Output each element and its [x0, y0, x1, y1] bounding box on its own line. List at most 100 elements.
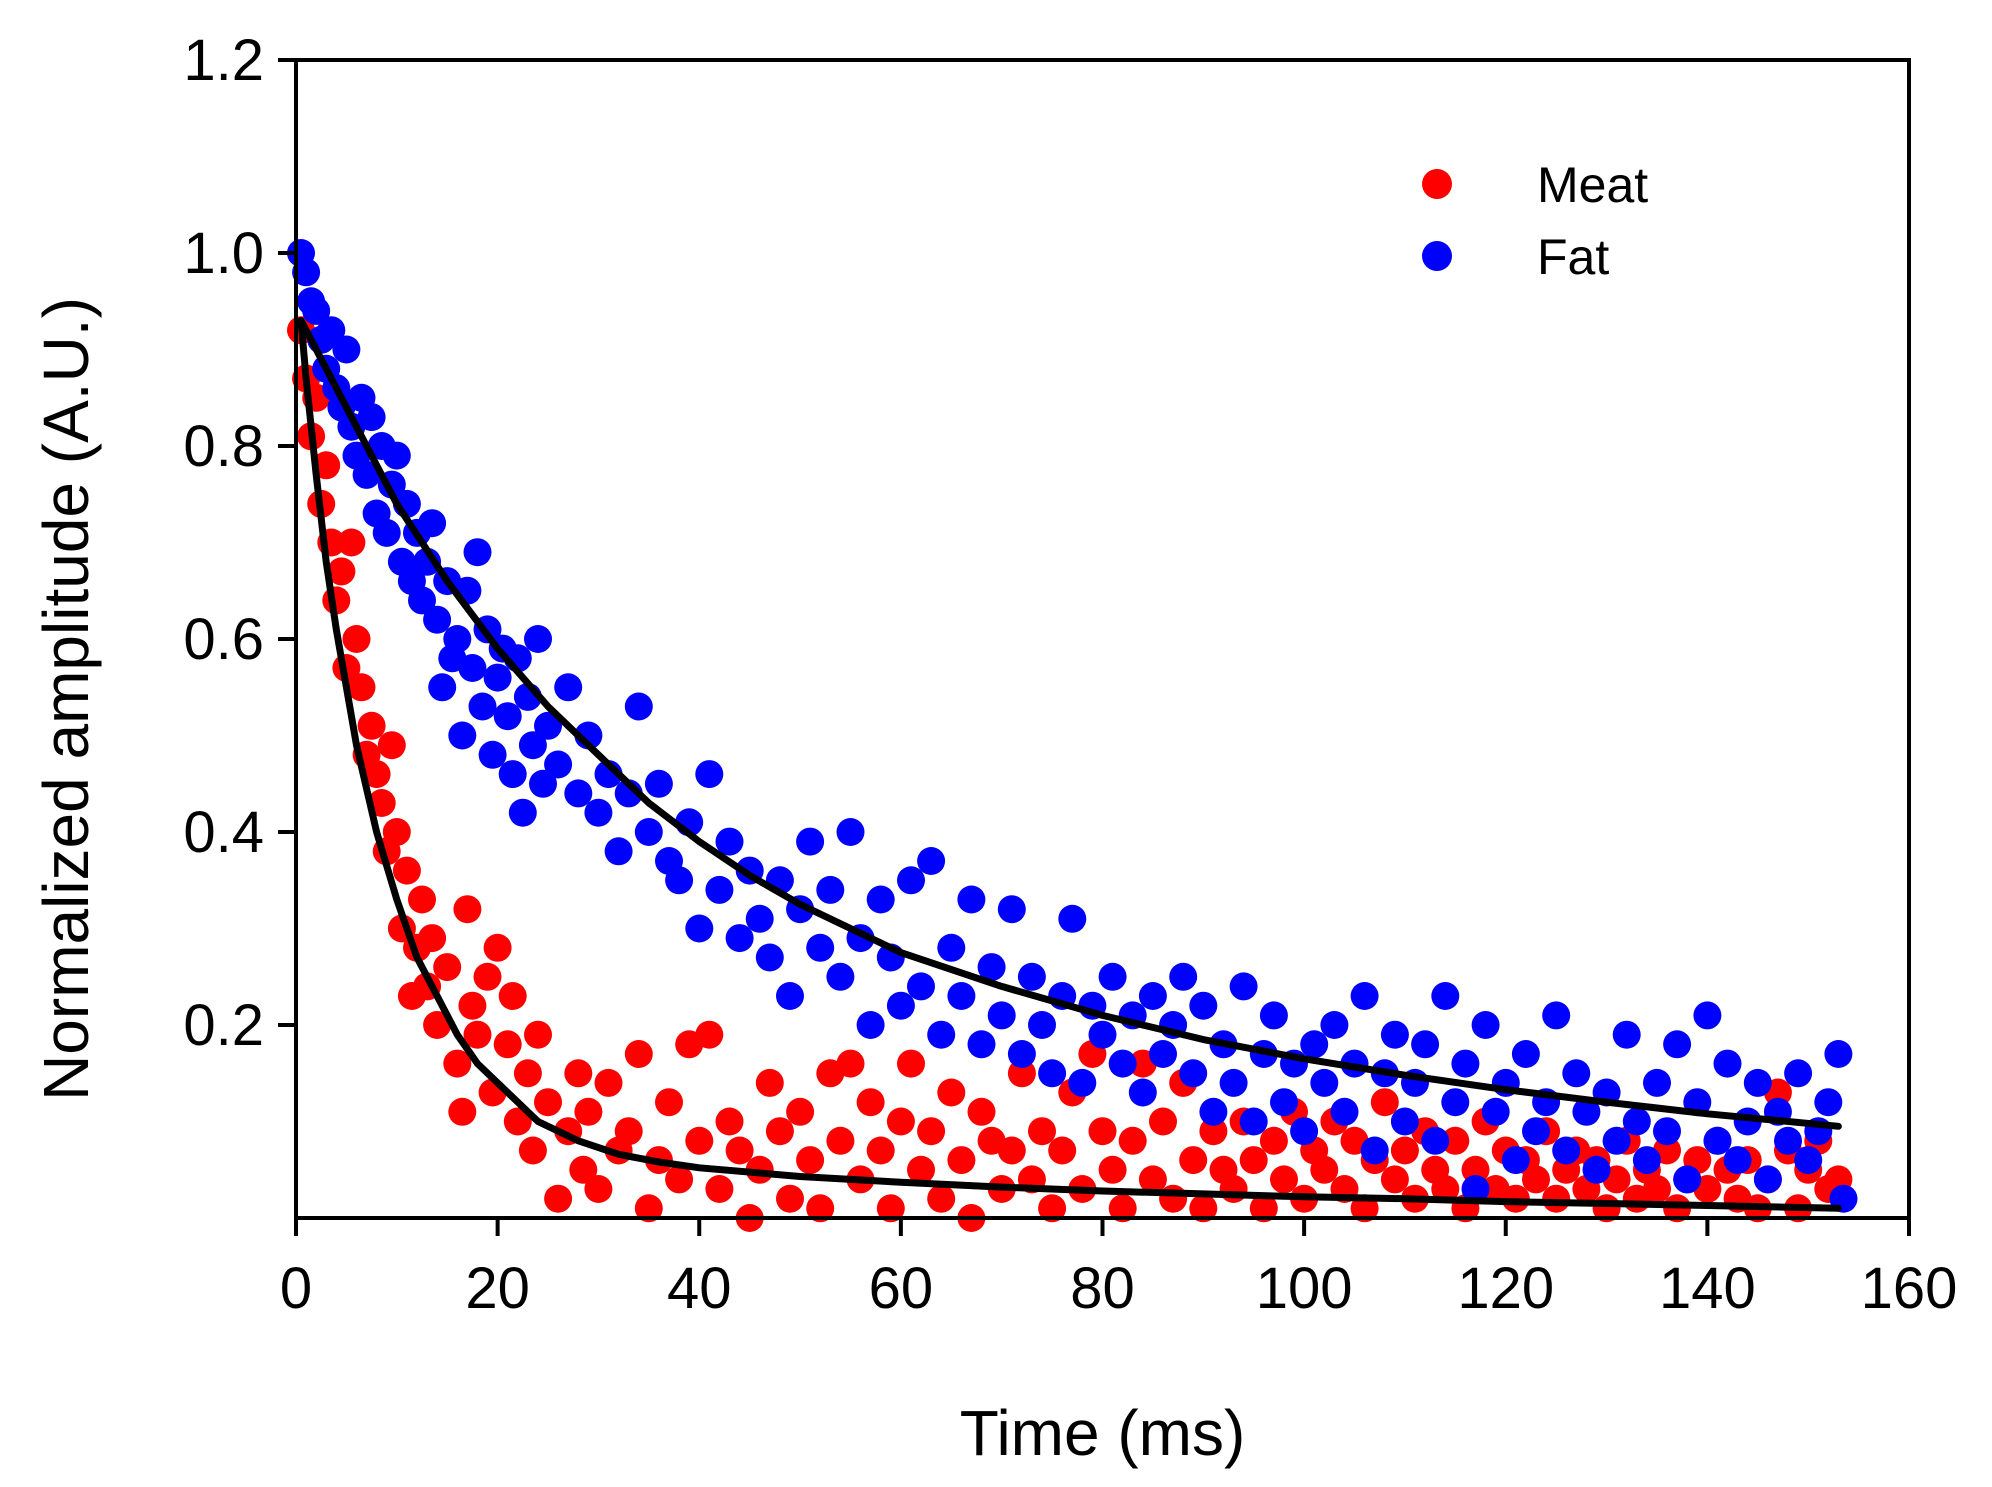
fat-data-point — [372, 518, 401, 547]
meat-data-point — [1431, 1175, 1460, 1203]
fat-data-point — [957, 885, 986, 914]
fit-curves-layer — [297, 317, 1842, 1212]
meat-data-point — [584, 1175, 613, 1203]
meat-data-point — [448, 1097, 477, 1126]
fat-data-point — [977, 953, 1006, 982]
fat-data-point — [826, 962, 855, 991]
fat-data-point — [1643, 1068, 1671, 1097]
meat-data-point — [418, 924, 447, 953]
x-tick-label: 0 — [280, 1256, 312, 1321]
x-tick-label: 40 — [667, 1256, 732, 1321]
meat-data-point — [1380, 1165, 1409, 1194]
fat-data-point — [564, 779, 593, 808]
meat-data-point — [534, 1088, 562, 1117]
meat-data-point — [997, 1136, 1026, 1165]
meat-data-point — [826, 1126, 855, 1155]
legend-label-fat: Fat — [1537, 229, 1609, 285]
data-points-layer — [287, 239, 1858, 1232]
meat-data-point — [897, 1049, 925, 1078]
y-tick-label: 0.8 — [183, 414, 264, 479]
fat-data-point — [987, 1001, 1016, 1030]
meat-data-point — [1118, 1126, 1147, 1155]
fat-data-point — [1259, 1001, 1288, 1030]
meat-data-point — [927, 1184, 956, 1213]
fat-data-point — [1138, 982, 1167, 1010]
meat-data-point — [1461, 1155, 1490, 1184]
meat-data-point — [443, 1049, 472, 1078]
fat-data-point — [1229, 972, 1258, 1001]
fat-data-point — [478, 740, 507, 769]
meat-data-point — [1249, 1194, 1278, 1223]
fat-data-point — [1038, 1059, 1067, 1088]
meat-data-point — [1441, 1126, 1470, 1155]
fat-data-point — [1310, 1068, 1339, 1097]
meat-data-point — [347, 673, 376, 702]
fat-data-point — [524, 625, 552, 653]
fat-fit-curve — [297, 317, 1842, 1130]
fat-data-point — [1552, 1136, 1581, 1165]
fat-data-point — [816, 875, 845, 904]
fat-data-point — [695, 760, 724, 789]
fat-data-point — [1350, 982, 1379, 1010]
meat-data-point — [715, 1107, 744, 1136]
x-tick-label: 20 — [465, 1256, 530, 1321]
meat-data-point — [1522, 1165, 1550, 1194]
x-tick-label: 80 — [1070, 1256, 1135, 1321]
fat-data-point — [1743, 1068, 1772, 1097]
meat-data-point — [463, 1020, 492, 1049]
fat-data-point — [866, 885, 895, 914]
fat-data-point — [927, 1020, 956, 1049]
meat-data-point — [796, 1146, 825, 1175]
meat-data-point — [876, 1194, 905, 1223]
fat-data-point — [796, 827, 825, 856]
meat-data-point — [1007, 1059, 1036, 1088]
fat-data-point — [518, 731, 547, 760]
fat-data-point — [1270, 1088, 1298, 1117]
fat-data-point — [483, 663, 512, 692]
y-tick-label: 0.2 — [183, 993, 264, 1058]
meat-data-point — [327, 557, 356, 586]
meat-data-point — [473, 962, 502, 991]
fat-data-point — [544, 750, 573, 779]
meat-data-point — [362, 760, 391, 789]
fat-data-point — [665, 866, 694, 895]
x-axis-ticks: 0 20 40 60 80 100 120 140 160 — [280, 1218, 1957, 1321]
fat-data-point — [1431, 982, 1460, 1010]
fat-data-point — [1390, 1107, 1419, 1136]
fat-data-point — [1663, 1030, 1692, 1059]
x-tick-label: 140 — [1659, 1256, 1756, 1321]
fat-data-point — [1411, 1030, 1440, 1059]
fat-data-point — [745, 904, 774, 933]
fat-data-point — [1703, 1126, 1732, 1155]
fat-data-point — [886, 991, 915, 1020]
fat-data-point — [468, 692, 497, 721]
meat-data-point — [786, 1097, 815, 1126]
meat-data-point — [886, 1107, 915, 1136]
y-tick-label: 0.4 — [183, 800, 264, 865]
meat-data-point — [917, 1117, 946, 1146]
meat-data-point — [755, 1068, 784, 1097]
fat-data-point — [604, 837, 633, 866]
fat-data-point — [705, 875, 734, 904]
fat-data-point — [806, 933, 835, 962]
meat-data-point — [382, 818, 411, 846]
meat-data-point — [458, 991, 487, 1020]
fat-data-point — [1501, 1146, 1530, 1175]
meat-data-point — [377, 731, 406, 760]
meat-data-point — [765, 1117, 794, 1146]
fat-data-point — [1058, 904, 1087, 933]
fat-data-point — [967, 1030, 996, 1059]
fat-data-point — [1572, 1097, 1601, 1126]
meat-data-point — [665, 1165, 694, 1194]
fat-data-point — [644, 769, 673, 798]
fat-data-point — [332, 335, 361, 364]
fat-data-point — [1784, 1059, 1813, 1088]
meat-data-point — [1239, 1146, 1268, 1175]
meat-data-point — [836, 1049, 865, 1078]
meat-data-point — [907, 1155, 935, 1184]
meat-data-point — [856, 1088, 885, 1117]
fat-data-point — [1128, 1078, 1157, 1107]
fat-data-point — [1179, 1059, 1208, 1088]
fat-data-point — [1320, 1011, 1349, 1039]
